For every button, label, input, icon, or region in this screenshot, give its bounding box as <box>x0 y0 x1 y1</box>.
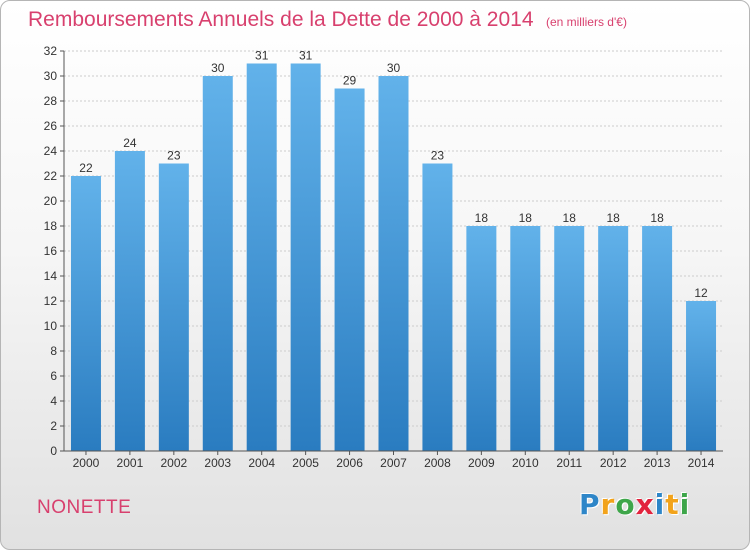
x-tick-label: 2006 <box>336 456 363 470</box>
bar <box>290 63 321 451</box>
x-tick-label: 2004 <box>248 456 275 470</box>
logo-letter: t <box>665 488 680 521</box>
chart-title: Remboursements Annuels de la Dette de 20… <box>28 8 534 31</box>
y-tick-label: 10 <box>44 319 58 333</box>
y-tick-label: 18 <box>44 219 58 233</box>
x-tick-label: 2009 <box>468 456 495 470</box>
data-label: 12 <box>694 286 708 300</box>
data-label: 23 <box>431 149 445 163</box>
y-tick-label: 12 <box>44 294 58 308</box>
x-tick-label: 2001 <box>117 456 144 470</box>
y-tick-label: 2 <box>50 419 57 433</box>
bars <box>70 63 717 451</box>
y-tick-label: 0 <box>50 444 57 458</box>
y-tick-label: 24 <box>44 144 58 158</box>
bar <box>334 88 365 451</box>
y-tick-label: 6 <box>50 369 57 383</box>
y-tick-label: 4 <box>50 394 57 408</box>
data-label: 24 <box>123 136 137 150</box>
proxiti-logo: Proxiti <box>579 488 690 521</box>
data-label: 22 <box>79 161 93 175</box>
y-tick-label: 28 <box>44 94 58 108</box>
x-tick-label: 2011 <box>556 456 582 470</box>
logo-letter: i <box>679 488 691 521</box>
x-tick-label: 2000 <box>73 456 100 470</box>
bar <box>114 151 145 451</box>
logo-letter: r <box>600 488 616 521</box>
data-label: 31 <box>255 49 269 63</box>
data-label: 18 <box>606 211 620 225</box>
bar <box>554 226 585 451</box>
x-tick-label: 2013 <box>644 456 671 470</box>
bar <box>686 301 717 451</box>
data-label: 23 <box>167 149 181 163</box>
bar <box>202 76 233 451</box>
bar <box>642 226 673 451</box>
y-tick-label: 8 <box>50 344 57 358</box>
y-tick-label: 32 <box>44 44 58 58</box>
title-row: Remboursements Annuels de la Dette de 20… <box>28 8 627 32</box>
logo-letter: x <box>635 488 655 521</box>
bar <box>422 163 453 451</box>
data-label: 31 <box>299 49 313 63</box>
x-tick-label: 2002 <box>160 456 187 470</box>
logo-letter: o <box>615 488 636 521</box>
data-labels: 22 24 23 30 31 31 29 30 23 18 18 18 18 18 12 <box>79 49 708 301</box>
logo-letter: i <box>654 488 666 521</box>
x-tick-label: 2012 <box>600 456 627 470</box>
x-tick-label: 2010 <box>512 456 539 470</box>
data-label: 18 <box>563 211 577 225</box>
y-tick-label: 26 <box>44 119 58 133</box>
chart-subtitle: (en milliers d'€) <box>545 15 627 29</box>
bar <box>378 76 409 451</box>
data-label: 18 <box>475 211 489 225</box>
logo-letter: P <box>579 488 601 521</box>
bar <box>246 63 277 451</box>
y-tick-label: 30 <box>44 69 58 83</box>
y-tick-label: 14 <box>44 269 58 283</box>
data-label: 30 <box>387 61 401 75</box>
x-tick-label: 2008 <box>424 456 451 470</box>
x-tick-label: 2003 <box>204 456 231 470</box>
data-label: 18 <box>519 211 533 225</box>
bar <box>510 226 541 451</box>
data-label: 18 <box>650 211 664 225</box>
data-label: 30 <box>211 61 225 75</box>
data-label: 29 <box>343 74 357 88</box>
bar <box>70 176 101 451</box>
x-tick-label: 2014 <box>688 456 715 470</box>
bar <box>158 163 189 451</box>
y-tick-label: 20 <box>44 194 58 208</box>
bar <box>598 226 629 451</box>
bar <box>466 226 497 451</box>
x-tick-label: 2007 <box>380 456 407 470</box>
y-tick-label: 16 <box>44 244 58 258</box>
x-tick-label: 2005 <box>292 456 319 470</box>
y-tick-label: 22 <box>44 169 58 183</box>
commune-name: NONETTE <box>37 497 132 518</box>
